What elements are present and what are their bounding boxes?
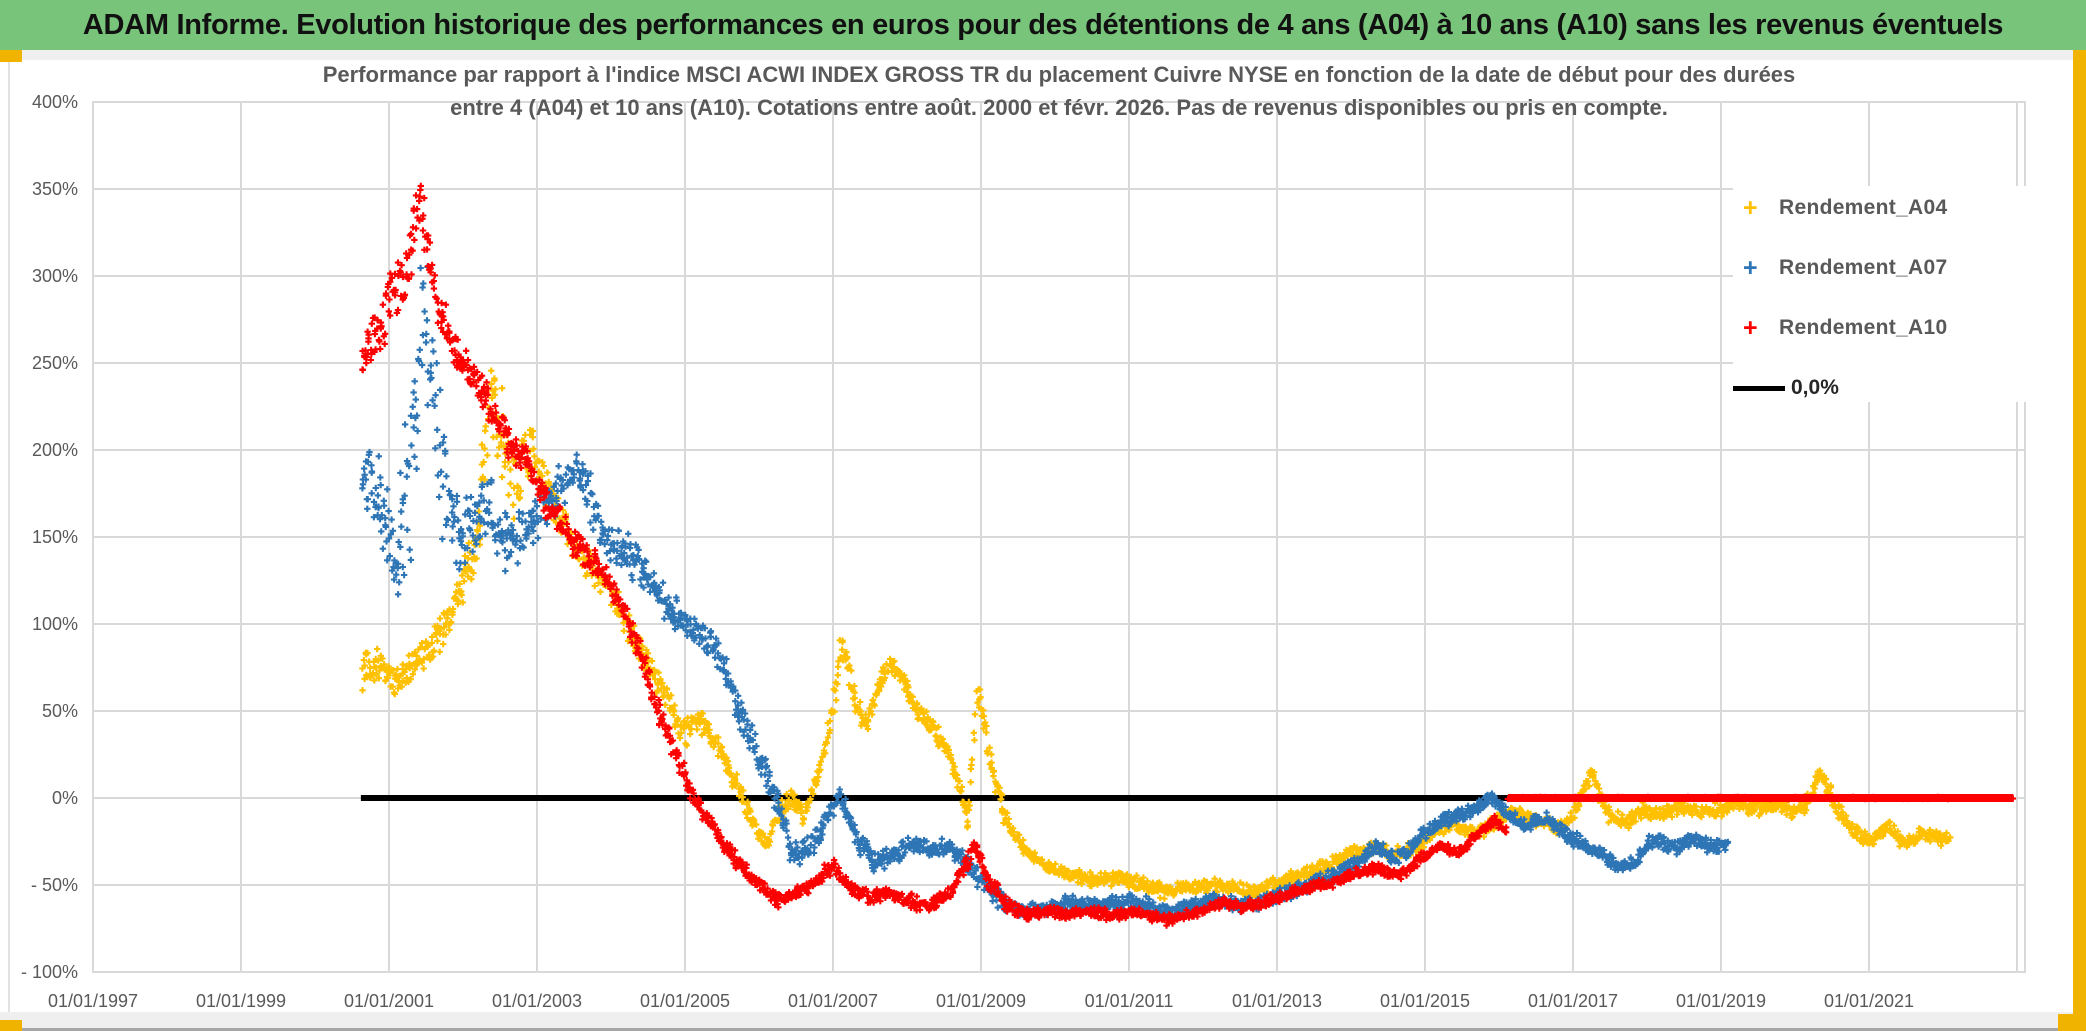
y-axis-label: 100% xyxy=(32,614,78,634)
plus-marker-icon: + xyxy=(1743,194,1758,222)
y-axis-label: 50% xyxy=(42,701,78,721)
legend-item-rendement-a10[interactable]: + Rendement_A10 xyxy=(1733,314,2033,342)
chart-title-line1: Performance par rapport à l'indice MSCI … xyxy=(322,62,1796,87)
sheet-title: ADAM Informe. Evolution historique des p… xyxy=(82,8,2004,41)
legend-label: Rendement_A10 xyxy=(1779,316,1948,339)
x-axis-label: 01/01/2015 xyxy=(1380,991,1470,1011)
x-axis-label: 01/01/2005 xyxy=(640,991,730,1011)
bottom-edge-line xyxy=(0,1028,2086,1031)
series-rendement_a10-zero-markers xyxy=(1504,793,2017,803)
plus-marker-icon: + xyxy=(1743,254,1758,282)
legend-label: Rendement_A07 xyxy=(1779,256,1948,279)
gold-border-bottom-left xyxy=(0,1020,22,1031)
gold-border-right xyxy=(2073,50,2086,1031)
chart-legend: + Rendement_A04 + Rendement_A07 + Rendem… xyxy=(1733,186,2033,402)
legend-item-rendement-a07[interactable]: + Rendement_A07 xyxy=(1733,254,2033,282)
gold-border-bottom-right xyxy=(2058,1014,2086,1031)
y-axis-label: 200% xyxy=(32,440,78,460)
x-axis-label: 01/01/2007 xyxy=(788,991,878,1011)
top-strip xyxy=(0,50,2086,60)
y-axis-label: 0% xyxy=(52,788,78,808)
x-axis-label: 01/01/2011 xyxy=(1085,991,1174,1011)
y-axis-label: - 50% xyxy=(31,875,78,895)
series-rendement_a04[interactable] xyxy=(359,367,1954,902)
x-axis-label: 01/01/2009 xyxy=(936,991,1026,1011)
left-edge-line xyxy=(8,60,10,1012)
chart-title-line2: entre 4 (A04) et 10 ans (A10). Cotations… xyxy=(450,95,1668,120)
legend-item-rendement-a04[interactable]: + Rendement_A04 xyxy=(1733,194,2033,222)
sheet-title-bar: ADAM Informe. Evolution historique des p… xyxy=(0,0,2086,50)
legend-label: 0,0% xyxy=(1791,376,1839,399)
y-axis-label: 400% xyxy=(32,92,78,112)
x-axis-label: 01/01/2001 xyxy=(344,991,434,1011)
y-axis-label: 300% xyxy=(32,266,78,286)
plus-marker-icon: + xyxy=(1743,314,1758,342)
x-axis-label: 01/01/2013 xyxy=(1232,991,1322,1011)
series-rendement_a10[interactable] xyxy=(359,182,1510,929)
x-axis-label: 01/01/2021 xyxy=(1824,991,1914,1011)
y-axis-label: 350% xyxy=(32,179,78,199)
x-axis-label: 01/01/2003 xyxy=(492,991,582,1011)
zero-line-swatch xyxy=(1733,385,1785,391)
x-axis-label: 01/01/2017 xyxy=(1528,991,1618,1011)
gold-border-top-left xyxy=(0,50,22,62)
plot-border xyxy=(92,101,2026,973)
x-axis-label: 01/01/2019 xyxy=(1676,991,1766,1011)
y-axis-label: 250% xyxy=(32,353,78,373)
legend-label: Rendement_A04 xyxy=(1779,196,1948,219)
x-axis-label: 01/01/1999 xyxy=(196,991,286,1011)
bottom-strip xyxy=(0,1012,2086,1028)
x-axis-label: 01/01/1997 xyxy=(48,991,138,1011)
legend-item-zero-line[interactable]: 0,0% xyxy=(1733,374,2033,402)
y-axis-label: 150% xyxy=(32,527,78,547)
y-axis-label: - 100% xyxy=(21,962,78,982)
